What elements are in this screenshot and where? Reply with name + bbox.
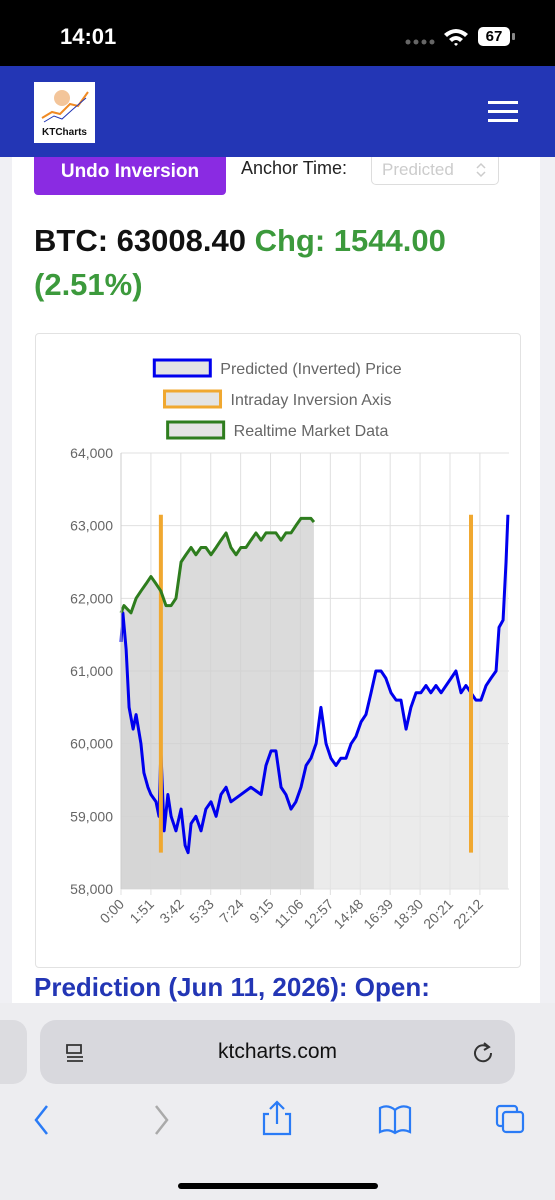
y-tick-label: 58,000 <box>70 881 113 897</box>
x-tick-label: 5:33 <box>186 896 217 927</box>
chart: 58,000 59,000 60,000 61,000 62,000 63,000 64,0… <box>70 358 510 932</box>
anchor-label: Anchor Time: <box>241 158 348 178</box>
y-tick-label: 64,000 <box>70 445 113 461</box>
legend-label: Intraday Inversion Axis <box>231 392 392 409</box>
chevron <box>476 162 486 178</box>
series-area <box>121 518 314 889</box>
series-line <box>158 514 474 853</box>
menu-button[interactable] <box>486 99 520 125</box>
legend-item: Realtime Market Data <box>166 420 389 440</box>
x-tick-label: 16:39 <box>360 896 396 932</box>
legend-swatch <box>163 389 223 409</box>
url-bar[interactable]: ktcharts.com <box>40 1020 515 1084</box>
x-tick-label: 22:12 <box>450 896 486 932</box>
ticker-change: Chg: 1544.00 (2.51%) <box>34 223 446 302</box>
legend-item: Intraday Inversion Axis <box>163 389 392 409</box>
x-tick-label: 18:30 <box>390 896 426 932</box>
anchor-select[interactable]: Predicted <box>371 153 499 185</box>
battery: 67 <box>478 27 510 46</box>
chart-card: 58,000 59,000 60,000 61,000 62,000 63,000 64,0… <box>35 333 521 968</box>
x-tick-label: 14:48 <box>330 896 366 932</box>
legend-item: Predicted (Inverted) Price <box>152 358 402 378</box>
legend-swatch <box>166 420 226 440</box>
status-icons <box>405 29 468 46</box>
y-tick-label: 60,000 <box>70 736 113 752</box>
reader-icon <box>66 1044 83 1062</box>
logo-art <box>41 90 89 123</box>
x-tick-label: 12:57 <box>300 896 336 932</box>
y-tick-label: 59,000 <box>70 808 113 824</box>
y-tick-label: 62,000 <box>70 590 113 606</box>
toolbar-icons <box>34 1100 525 1136</box>
prediction-heading: Prediction (Jun 11, 2026): Open: <box>34 972 430 1002</box>
url: ktcharts.com <box>217 1040 338 1063</box>
x-tick-label: 1:51 <box>126 896 157 927</box>
y-tick-label: 61,000 <box>70 663 113 679</box>
logo-text: KTCharts <box>41 127 87 138</box>
site-header: KTCharts <box>0 66 555 157</box>
series-line <box>119 514 510 855</box>
ticker-price: BTC: 63008.40 <box>34 223 246 258</box>
x-tick-label: 7:24 <box>216 896 247 927</box>
x-tick-label: 11:06 <box>271 896 307 932</box>
logo: KTCharts <box>34 82 95 143</box>
series-area <box>121 514 508 889</box>
x-tick-label: 0:00 <box>97 896 128 927</box>
legend-label: Realtime Market Data <box>234 423 389 440</box>
series-line <box>119 516 316 615</box>
legend-label: Predicted (Inverted) Price <box>220 361 402 378</box>
battery-tip <box>512 33 515 40</box>
browser-bar: ktcharts.com <box>0 1003 555 1200</box>
legend-swatch <box>152 358 212 378</box>
anchor-value: Predicted <box>382 160 454 179</box>
x-tick-label: 3:42 <box>156 896 187 927</box>
prev-tab[interactable] <box>0 1020 27 1084</box>
y-tick-label: 63,000 <box>70 518 113 534</box>
x-tick-label: 20:21 <box>420 896 456 932</box>
ticker: BTC: 63008.40 Chg: 1544.00 (2.51%) <box>34 219 524 307</box>
status-bar: 14:01 67 <box>0 0 555 66</box>
clock: 14:01 <box>60 24 117 49</box>
reload-icon[interactable] <box>470 1040 496 1066</box>
home-indicator <box>178 1183 378 1189</box>
